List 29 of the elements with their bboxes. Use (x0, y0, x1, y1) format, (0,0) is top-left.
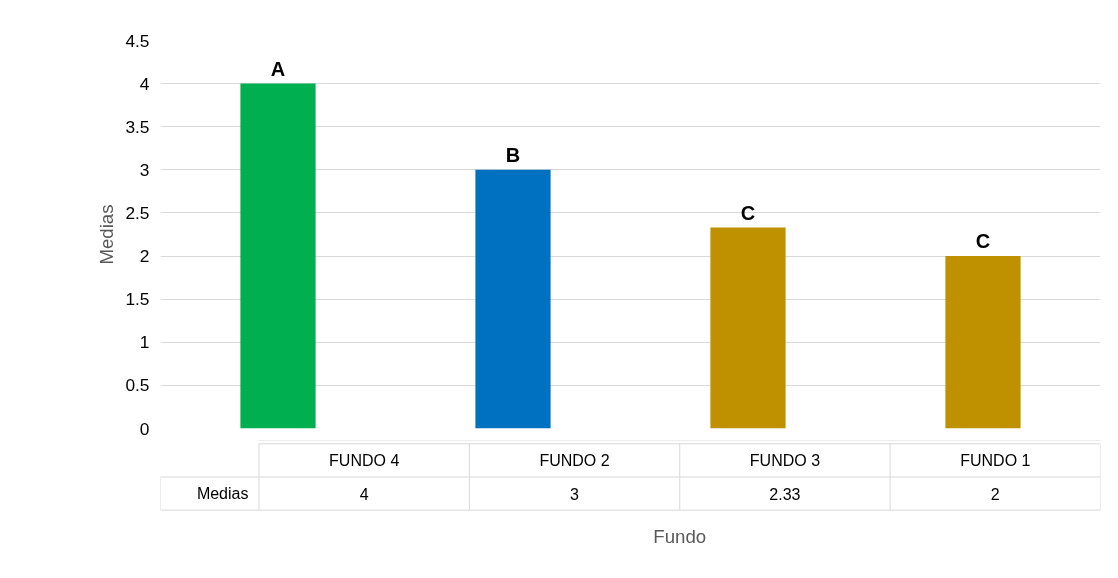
y-tick-label: 2.5 (125, 202, 150, 223)
annotation: A (270, 57, 286, 80)
annotation: C (975, 230, 991, 253)
bar (475, 169, 551, 429)
data-label: 4 (359, 485, 369, 503)
annotation: B (505, 143, 521, 166)
y-tick-label: 0.5 (125, 375, 150, 396)
text: Medias (196, 485, 249, 503)
y-tick-label: 3.5 (125, 116, 150, 137)
x-tick-label: FUNDO 4 (329, 451, 400, 469)
y-tick-label: 4.5 (125, 30, 150, 51)
x-tick-label: FUNDO 3 (749, 451, 821, 469)
annotation: C (740, 201, 756, 224)
y-tick-label: 0 (139, 418, 150, 439)
bar (945, 256, 1021, 429)
data-label: 2.33 (769, 485, 801, 503)
data-label: 2 (990, 485, 1000, 503)
y-tick-label: 2 (139, 246, 150, 267)
x-tick-label: FUNDO 1 (960, 451, 1031, 469)
y-tick-label: 1.5 (125, 289, 150, 310)
y-tick-label: 3 (139, 159, 150, 180)
y-axis-title: Medias (96, 204, 118, 265)
x-axis-title: Fundo (653, 526, 707, 548)
x-tick-label: FUNDO 2 (539, 451, 610, 469)
y-tick-label: 1 (139, 332, 150, 353)
bar (240, 83, 316, 429)
data-label: 3 (570, 485, 580, 503)
y-tick-label: 4 (139, 73, 150, 94)
bar (710, 227, 786, 429)
